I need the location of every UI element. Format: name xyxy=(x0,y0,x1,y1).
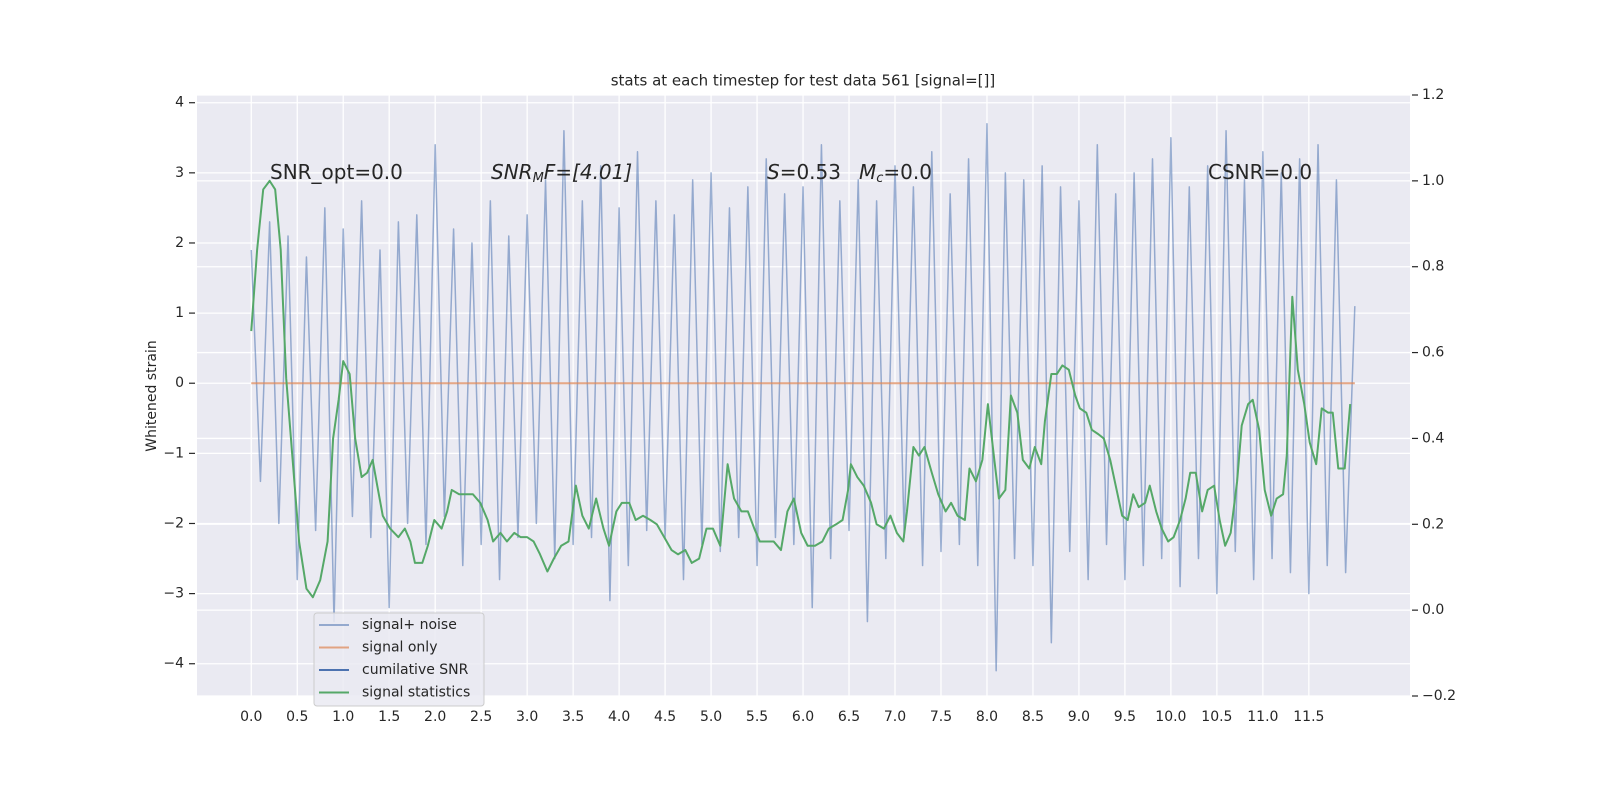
x-tick-label: 8.0 xyxy=(976,709,998,725)
annotation-text: SNR xyxy=(491,160,533,184)
annotation: SNRMF=[4.01] xyxy=(491,160,632,186)
y-tick-label: −1 xyxy=(163,445,184,461)
series-line xyxy=(250,179,1352,599)
axes: 0.0 0.5 1.0 1.5 2.0 2.5 3.0 3.5 4.0 4.5 5.0 5.5 6.0 6… xyxy=(163,87,1456,725)
x-tick-label: 6.0 xyxy=(792,709,814,725)
annotation-text: M xyxy=(533,171,544,186)
x-tick-label: 3.5 xyxy=(562,709,584,725)
x-tick-label: 4.0 xyxy=(608,709,630,725)
annotation-text: F=[4.01] xyxy=(544,160,632,184)
x-tick-label: 11.5 xyxy=(1293,709,1324,725)
annotation: CSNR=0.0 xyxy=(1208,160,1312,184)
y2-tick-label: 0.4 xyxy=(1422,430,1444,446)
y2-tick-label: 1.0 xyxy=(1422,173,1444,189)
x-tick-label: 7.5 xyxy=(930,709,952,725)
marks xyxy=(250,123,1356,672)
annotation-text: CSNR=0.0 xyxy=(1208,160,1312,184)
y-tick-label: 4 xyxy=(175,95,184,111)
y2-tick-label: 0.6 xyxy=(1422,345,1444,361)
y-tick-label: −2 xyxy=(163,515,184,531)
x-tick-label: 5.0 xyxy=(700,709,722,725)
annotation: SNR_opt=0.0 xyxy=(270,160,403,184)
x-tick-label: 10.0 xyxy=(1155,709,1186,725)
y2-tick-label: −0.2 xyxy=(1422,688,1456,704)
y2-tick-label: 1.2 xyxy=(1422,87,1444,103)
x-tick-label: 10.5 xyxy=(1201,709,1232,725)
y-tick-label: −3 xyxy=(163,586,184,602)
x-tick-label: 11.0 xyxy=(1247,709,1278,725)
x-tick-label: 9.5 xyxy=(1114,709,1136,725)
annotation-text: =0.0 xyxy=(883,160,932,184)
x-tick-label: 3.0 xyxy=(516,709,538,725)
annotation-text: S xyxy=(767,160,780,184)
x-tick-label: 4.5 xyxy=(654,709,676,725)
x-tick-label: 7.0 xyxy=(884,709,906,725)
annotation-text: =0.53 xyxy=(780,160,841,184)
legend-label: cumilative SNR xyxy=(362,662,469,678)
y2-tick-label: 0.0 xyxy=(1422,602,1444,618)
annotation: S=0.53 xyxy=(767,160,841,184)
y-tick-label: 1 xyxy=(175,305,184,321)
x-tick-label: 5.5 xyxy=(746,709,768,725)
annotations: SNR_opt=0.0 SNRMF=[4.01] S=0.53 Mc=0.0 C… xyxy=(270,160,1312,186)
y-tick-label: 0 xyxy=(175,375,184,391)
legend-label: signal+ noise xyxy=(362,617,457,633)
annotation-text: SNR_opt=0.0 xyxy=(270,160,403,184)
x-tick-label: 6.5 xyxy=(838,709,860,725)
legend-label: signal only xyxy=(362,640,437,656)
x-tick-label: 1.5 xyxy=(378,709,400,725)
series-line xyxy=(250,123,1356,672)
x-tick-label: 0.5 xyxy=(286,709,308,725)
y-tick-label: 2 xyxy=(175,235,184,251)
chart-title: stats at each timestep for test data 561… xyxy=(611,72,996,90)
legend: signal+ noise signal only cumilative SNR si… xyxy=(313,612,485,707)
y-tick-label: 3 xyxy=(175,165,184,181)
legend-label: signal statistics xyxy=(362,685,470,701)
y2-tick-label: 0.8 xyxy=(1422,259,1444,275)
x-tick-label: 1.0 xyxy=(332,709,354,725)
x-tick-label: 0.0 xyxy=(240,709,262,725)
x-tick-label: 9.0 xyxy=(1068,709,1090,725)
x-tick-label: 2.5 xyxy=(470,709,492,725)
legend-box xyxy=(313,612,485,707)
annotation: Mc=0.0 xyxy=(859,160,932,186)
y-axis-label: Whitened strain xyxy=(144,340,160,451)
x-tick-label: 8.5 xyxy=(1022,709,1044,725)
annotation-text: c xyxy=(876,171,883,186)
y2-tick-label: 0.2 xyxy=(1422,516,1444,532)
grid xyxy=(197,94,1410,697)
x-tick-label: 2.0 xyxy=(424,709,446,725)
annotation-text: M xyxy=(859,160,876,184)
y-tick-label: −4 xyxy=(163,656,184,672)
